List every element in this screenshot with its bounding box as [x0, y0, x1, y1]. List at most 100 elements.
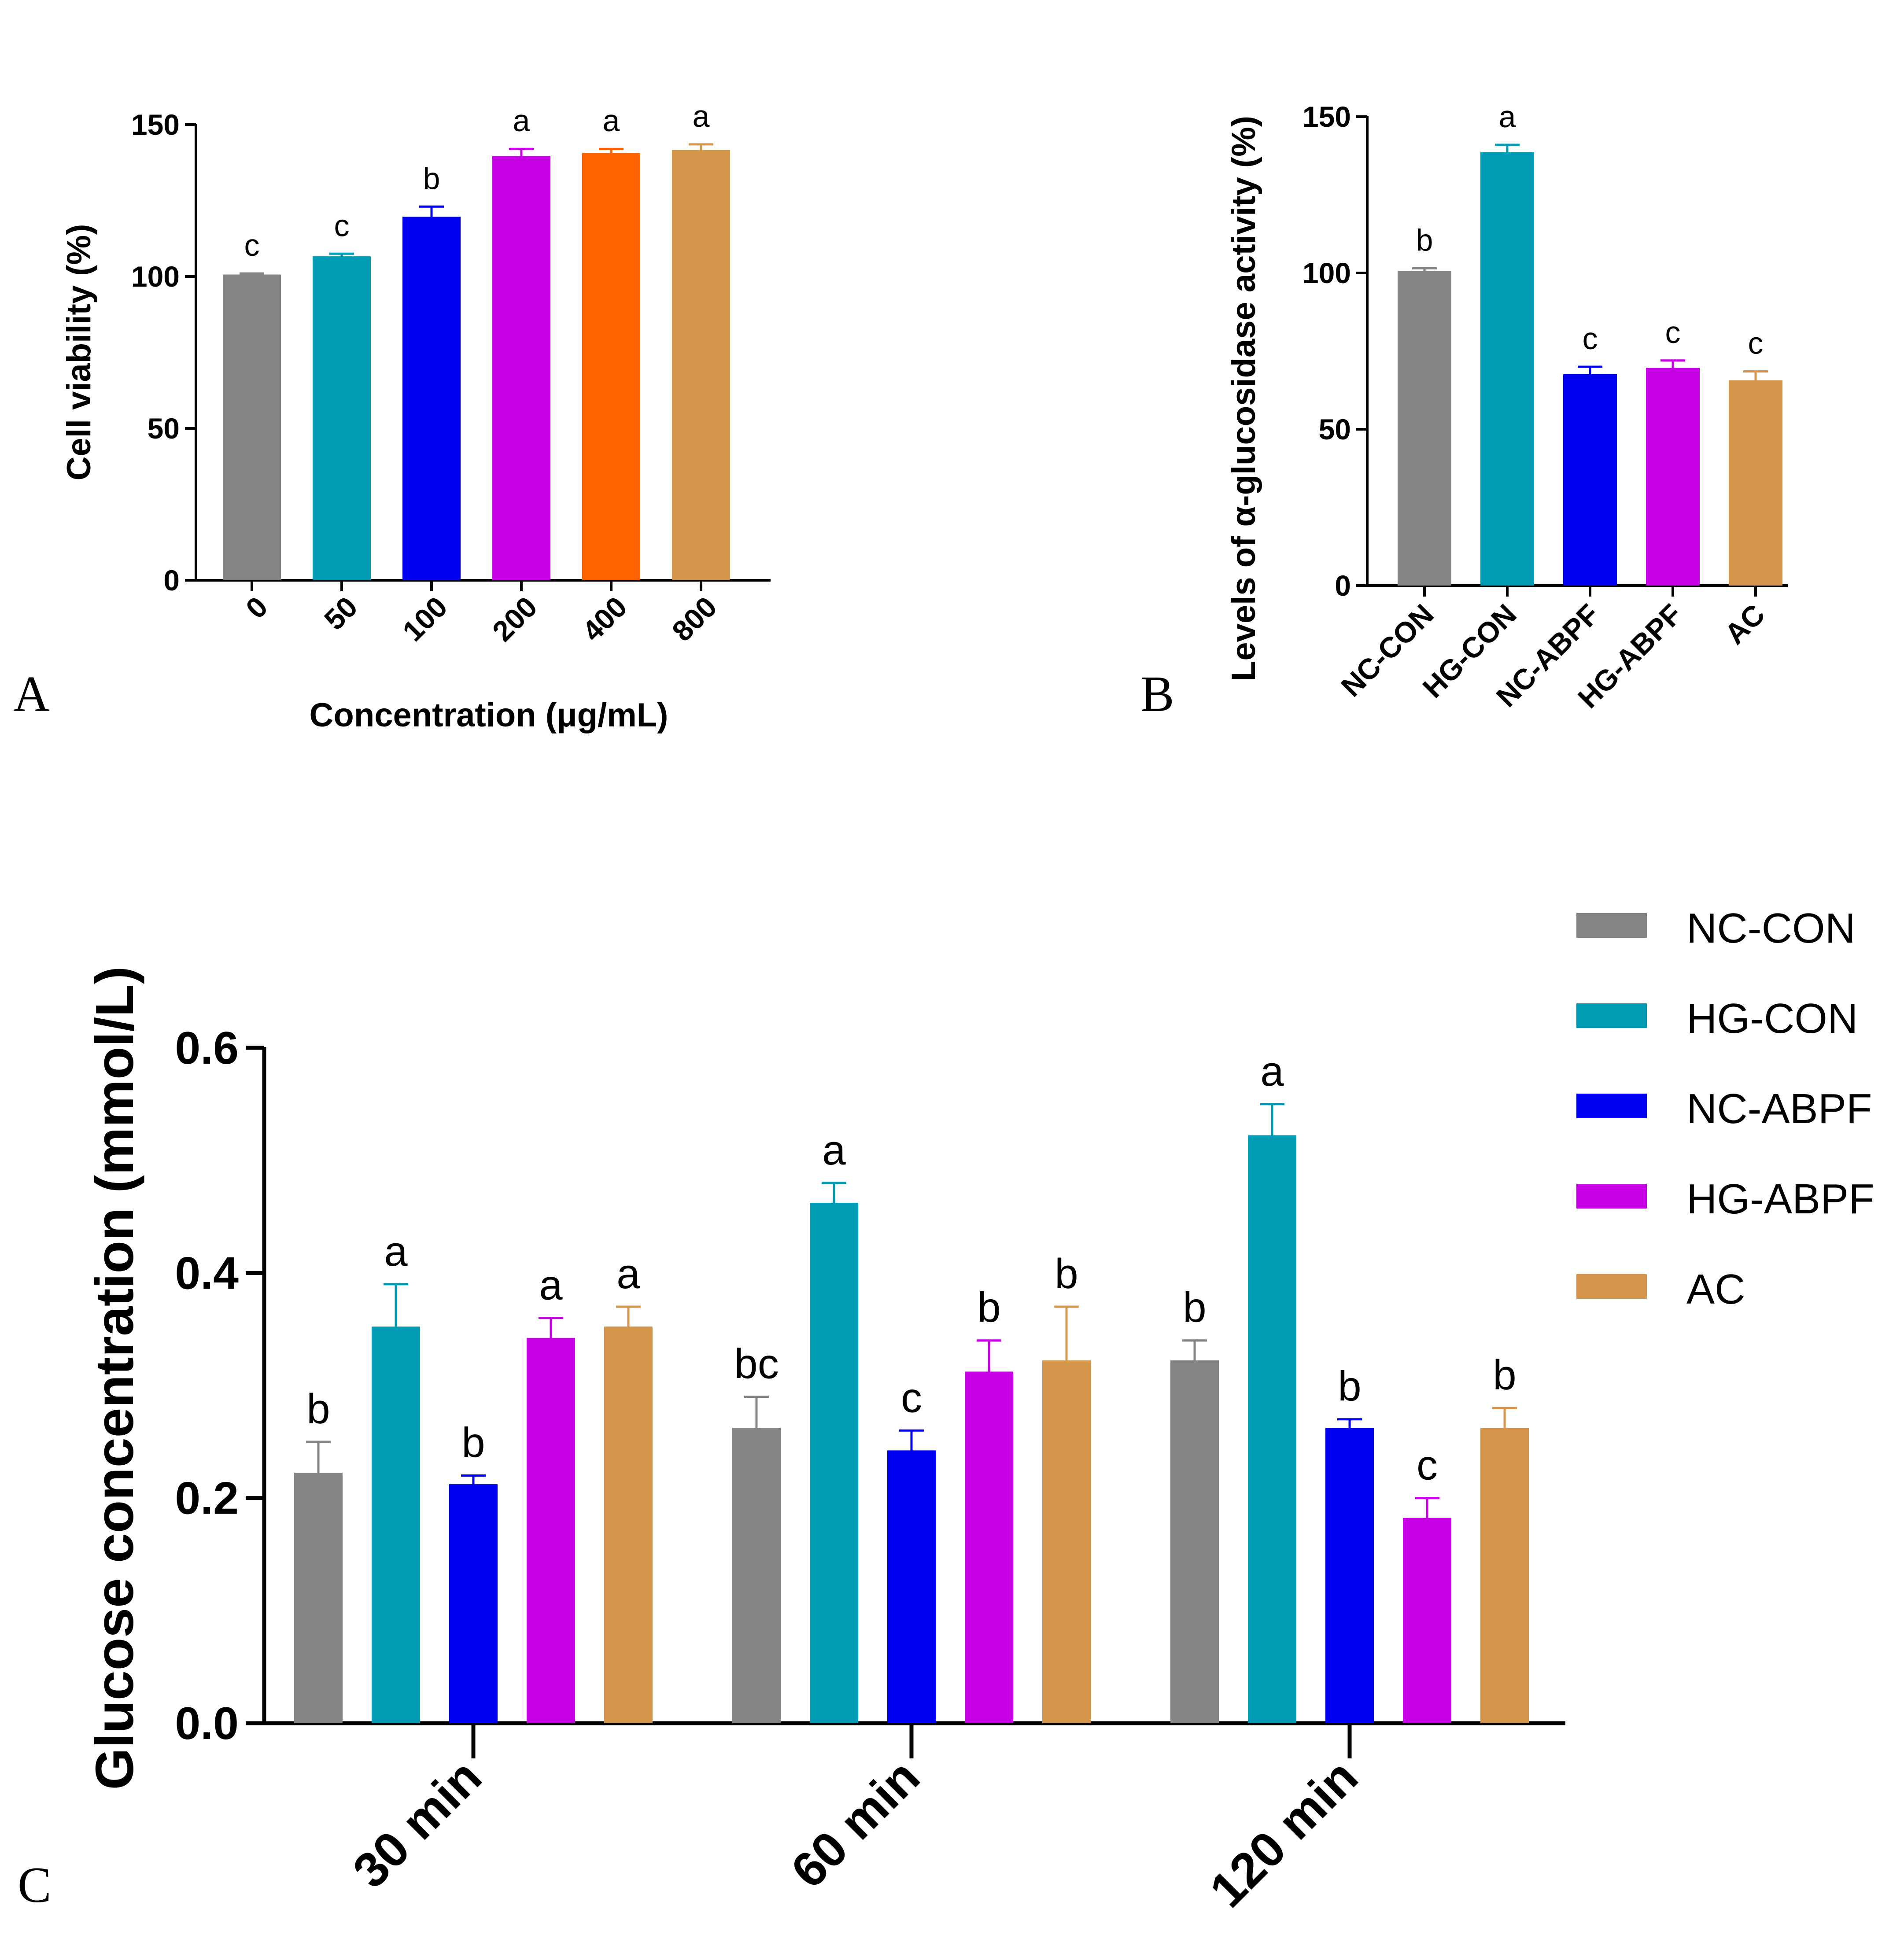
chart-a-sig-letter: c — [334, 208, 350, 243]
chart-a-cell-viability: 0 50 100 150 c 0 c 50 b 100 a 200 a 400 a 800 — [131, 99, 771, 648]
chart-b-sig-letter: b — [1416, 223, 1433, 257]
chart-a-y-tick-label: 0 — [163, 564, 180, 597]
chart-b-y-tick-label: 150 — [1303, 100, 1351, 133]
chart-c-bar — [1042, 1363, 1091, 1723]
chart-c-sig-letter: b — [1493, 1352, 1516, 1399]
legend-label: AC — [1686, 1266, 1745, 1313]
chart-c-bar — [1325, 1430, 1374, 1723]
chart-b-y-tick-label: 50 — [1319, 413, 1351, 446]
chart-c-bar — [732, 1430, 781, 1723]
chart-c-y-tick-label: 0.6 — [175, 1023, 239, 1074]
chart-a-sig-letter: a — [693, 99, 710, 133]
chart-b-bar — [1563, 376, 1617, 586]
legend-item: HG-CON — [1576, 995, 1858, 1042]
chart-c-bar — [810, 1205, 858, 1723]
chart-c-sig-letter: a — [822, 1127, 846, 1174]
legend-swatch — [1576, 1277, 1647, 1299]
chart-c-sig-letter: c — [1417, 1442, 1438, 1489]
chart-b-glucosidase-activity: 050100150bNC-CONaHG-CONcNC-ABPFcHG-ABPFc… — [1303, 99, 1788, 714]
panel-label-c: C — [18, 1857, 52, 1913]
chart-a-sig-letter: a — [603, 103, 620, 138]
legend-item: AC — [1576, 1266, 1745, 1313]
chart-a-y-tick-label: 50 — [148, 412, 180, 445]
legend-swatch — [1576, 1096, 1647, 1118]
legend-label: HG-CON — [1686, 995, 1858, 1042]
chart-c-sig-letter: b — [977, 1284, 1000, 1331]
chart-c-bar — [965, 1374, 1013, 1723]
chart-a-bar — [223, 276, 281, 580]
chart-a-x-tick-label: 50 — [318, 590, 364, 636]
chart-c-sig-letter: b — [1055, 1250, 1078, 1297]
chart-c-bar — [294, 1475, 343, 1723]
chart-a-bar — [582, 155, 640, 580]
chart-c-y-tick-label: 0.4 — [175, 1248, 239, 1299]
chart-c-y-tick-label: 0.0 — [175, 1698, 239, 1749]
chart-b-bar — [1646, 370, 1700, 586]
chart-a-sig-letter: b — [423, 161, 440, 195]
chart-c-sig-letter: bc — [734, 1341, 779, 1388]
legend-item: NC-CON — [1576, 905, 1856, 952]
chart-a-bar — [313, 258, 371, 580]
legend-swatch — [1576, 1006, 1647, 1028]
legend-item: NC-ABPF — [1576, 1085, 1872, 1132]
chart-c-sig-letter: a — [1260, 1048, 1284, 1095]
chart-a-sig-letter: a — [513, 103, 530, 138]
chart-a-x-label: Concentration (μg/mL) — [310, 696, 668, 734]
chart-b-sig-letter: c — [1583, 321, 1598, 356]
panel-label-b: B — [1140, 666, 1174, 722]
chart-b-x-tick-label: AC — [1718, 598, 1771, 651]
chart-c-bar — [1248, 1138, 1296, 1723]
chart-c-x-tick-label: 60 min — [781, 1749, 930, 1898]
chart-c-sig-letter: a — [539, 1262, 563, 1309]
chart-a-y-label: Cell viability (%) — [60, 224, 98, 481]
chart-c-x-tick-label: 120 min — [1199, 1749, 1368, 1918]
chart-c-x-tick-label: 30 min — [343, 1749, 492, 1898]
legend-swatch — [1576, 916, 1647, 938]
chart-c-bar — [372, 1329, 420, 1723]
chart-c-bar — [1403, 1520, 1451, 1723]
legend-label: NC-ABPF — [1686, 1085, 1872, 1132]
chart-c-y-tick-label: 0.2 — [175, 1473, 239, 1524]
chart-a-x-tick-label: 800 — [666, 590, 723, 648]
chart-c-bar — [449, 1487, 498, 1723]
chart-c-sig-letter: b — [1183, 1284, 1206, 1331]
chart-a-y-tick-label: 100 — [131, 260, 180, 293]
chart-c-bar — [527, 1340, 575, 1723]
legend-swatch — [1576, 1187, 1647, 1209]
chart-c-y-label: Glucose concentration (mmol/L) — [85, 966, 144, 1790]
chart-a-x-tick-label: 400 — [576, 590, 633, 648]
chart-c-sig-letter: b — [1338, 1363, 1361, 1410]
chart-b-bar — [1480, 154, 1534, 586]
chart-c-bar — [604, 1329, 653, 1723]
chart-a-bar — [492, 158, 550, 580]
legend-label: HG-ABPF — [1686, 1176, 1874, 1223]
chart-b-sig-letter: c — [1665, 315, 1681, 350]
chart-c-sig-letter: b — [306, 1386, 330, 1433]
chart-b-y-label: Levels of α-glucosidase activity (%) — [1225, 116, 1262, 681]
chart-a-x-tick-label: 0 — [240, 590, 274, 625]
chart-c-bar — [1170, 1363, 1219, 1723]
chart-a-sig-letter: c — [244, 228, 260, 262]
chart-b-bar — [1398, 273, 1451, 586]
legend-label: NC-CON — [1686, 905, 1856, 952]
chart-b-sig-letter: c — [1748, 326, 1764, 361]
chart-a-bar — [672, 152, 730, 581]
chart-b-bar — [1729, 382, 1782, 586]
chart-c-sig-letter: c — [901, 1374, 922, 1421]
chart-c-bar — [887, 1453, 936, 1723]
chart-a-x-tick-label: 100 — [396, 590, 454, 648]
chart-b-y-tick-label: 100 — [1303, 257, 1351, 289]
panel-label-a: A — [13, 666, 50, 722]
chart-c-sig-letter: a — [616, 1250, 640, 1297]
chart-b-sig-letter: a — [1499, 99, 1516, 134]
chart-c-sig-letter: a — [384, 1228, 408, 1275]
chart-a-y-tick-label: 150 — [131, 108, 180, 141]
legend-item: HG-ABPF — [1576, 1176, 1874, 1223]
chart-a-x-tick-label: 200 — [486, 590, 543, 648]
chart-c-sig-letter: b — [461, 1419, 485, 1467]
chart-c-bar — [1480, 1430, 1529, 1723]
chart-a-bar — [402, 218, 461, 580]
chart-b-y-tick-label: 0 — [1335, 569, 1351, 602]
